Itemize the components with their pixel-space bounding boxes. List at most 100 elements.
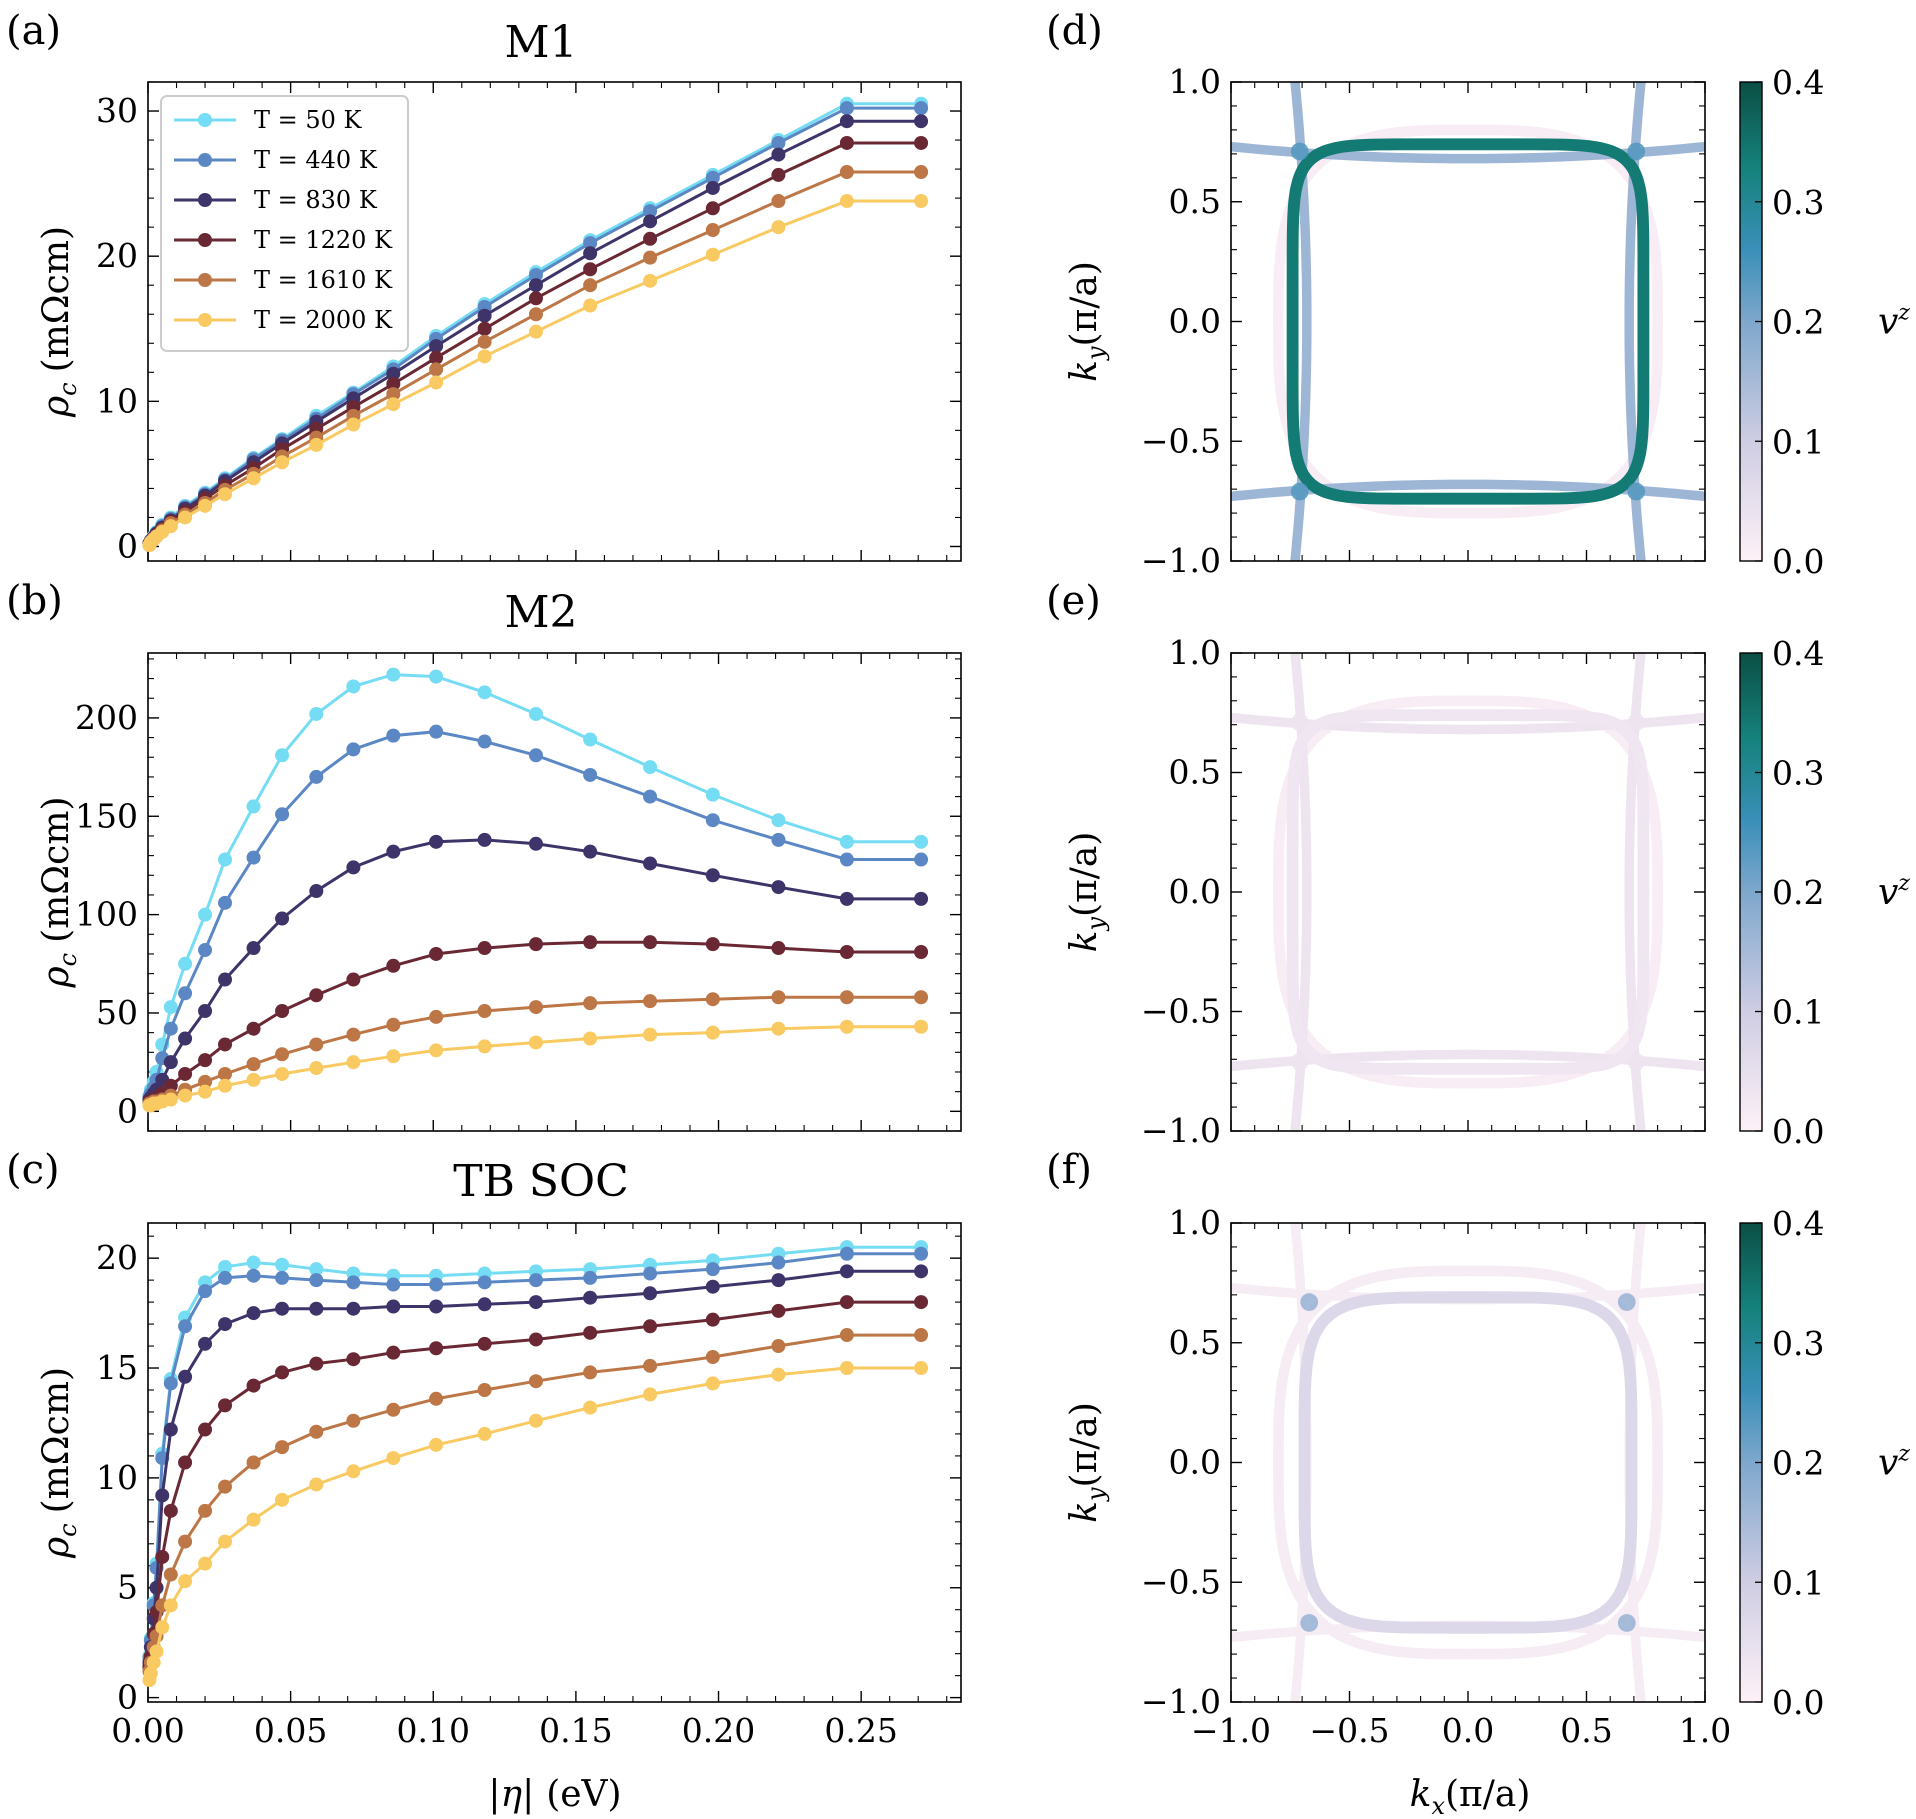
y-tick-label: 20 (96, 236, 138, 275)
data-point (275, 911, 290, 926)
colorbar-label: vz (1878, 301, 1910, 343)
data-point (643, 856, 658, 871)
y-tick-label: 100 (75, 895, 138, 934)
ky-tick-label: −1.0 (1141, 541, 1221, 580)
colorbar-tick-label: 0.1 (1772, 1563, 1824, 1602)
data-point (583, 844, 598, 859)
legend-entry: T = 830 K (254, 186, 378, 214)
data-point (528, 1295, 543, 1310)
data-point (705, 1350, 720, 1365)
data-point (643, 1358, 658, 1373)
ky-tick-label: 1.0 (1169, 62, 1221, 101)
ky-tick-label: 1.0 (1169, 1203, 1221, 1242)
colorbar-tick-label: 0.2 (1772, 303, 1824, 342)
data-point (528, 1000, 543, 1015)
band-crossing-spot (1627, 713, 1646, 732)
data-point (386, 376, 401, 391)
data-point (643, 250, 658, 265)
data-point (155, 1549, 170, 1564)
data-point (146, 1655, 161, 1670)
legend-entry: T = 1610 K (254, 266, 393, 294)
data-point (155, 1620, 170, 1635)
data-point (528, 1374, 543, 1389)
ky-tick-label: −1.0 (1141, 1682, 1221, 1721)
data-point (914, 944, 929, 959)
kx-tick-label: 0.0 (1442, 1711, 1494, 1750)
ky-axis-label: ky(π/a) (1064, 1402, 1110, 1523)
data-point (839, 1246, 854, 1261)
plot-frame (147, 81, 962, 562)
data-point (771, 147, 786, 162)
kx-axis-label-main: k (1410, 1774, 1432, 1815)
ky-axis-label: ky(π/a) (1064, 832, 1110, 953)
data-point (839, 135, 854, 150)
panel-e-fermi-surface: (e) −1.0 −0.5 0.0 0.5 1.0 ky(π/a) 0.0 0.1 0.2 0.3… (1046, 578, 1910, 1151)
data-point (275, 1301, 290, 1316)
data-point (705, 223, 720, 238)
data-point (163, 1078, 178, 1093)
colorbar-label: vz (1878, 1442, 1910, 1484)
data-point (914, 1264, 929, 1279)
data-point (163, 1422, 178, 1437)
colorbar-tick-label: 0.0 (1772, 1112, 1824, 1151)
band-crossing-spot (1290, 1052, 1309, 1071)
data-point (643, 204, 658, 219)
y-tick-label: 50 (96, 993, 138, 1032)
data-point (583, 1365, 598, 1380)
kx-tick-label: 0.5 (1560, 1711, 1612, 1750)
ky-tick-label: 0.0 (1169, 872, 1221, 911)
x-tick-label: 0.10 (397, 1711, 470, 1750)
colorbar-label-main: v (1878, 302, 1898, 343)
y-tick-label: 10 (96, 1458, 138, 1497)
data-point (583, 1031, 598, 1046)
data-point (771, 1303, 786, 1318)
data-point (528, 937, 543, 952)
data-point (914, 834, 929, 849)
data-point (386, 728, 401, 743)
data-point (163, 1598, 178, 1613)
data-point (198, 907, 213, 922)
data-point (246, 1306, 261, 1321)
data-point (386, 397, 401, 412)
data-point (429, 1391, 444, 1406)
data-point (771, 941, 786, 956)
data-point (275, 1492, 290, 1507)
data-point (246, 850, 261, 865)
data-point (839, 101, 854, 116)
data-point (309, 437, 324, 452)
data-point (914, 1295, 929, 1310)
x-tick-label: 0.20 (682, 1711, 755, 1750)
data-point (386, 1402, 401, 1417)
data-point (528, 278, 543, 293)
colorbar-tick-label: 0.1 (1772, 993, 1824, 1032)
data-point (386, 1299, 401, 1314)
data-point (429, 1341, 444, 1356)
data-point (705, 170, 720, 185)
data-point (771, 1255, 786, 1270)
data-point (178, 1369, 193, 1384)
panel-c-resistivity-tb-soc: (c) TB SOC 0.00 0.05 0.10 0.15 0.20 0.25 0 5 10 1… (6, 1147, 962, 1815)
colorbar-tick-label: 0.3 (1772, 183, 1824, 222)
y-tick-label: 5 (117, 1568, 138, 1607)
ky-tick-label: 0.5 (1169, 182, 1221, 221)
colorbar-tick-label: 0.4 (1772, 1204, 1824, 1243)
panel-c-title: TB SOC (453, 1156, 629, 1207)
data-point (163, 1503, 178, 1518)
data-point (705, 201, 720, 216)
data-point (386, 1049, 401, 1064)
data-point (477, 1039, 492, 1054)
legend-swatch-marker (198, 233, 212, 247)
data-point (643, 935, 658, 950)
y-axis-label-symbol: ρ (36, 396, 77, 418)
colorbar: 0.0 0.1 0.2 0.3 0.4 vz (1739, 634, 1910, 1151)
data-point (178, 1066, 193, 1081)
data-point (705, 868, 720, 883)
data-point (309, 1356, 324, 1371)
y-axis-label: ρc (mΩcm) (36, 797, 82, 989)
data-point (583, 298, 598, 313)
data-point (771, 813, 786, 828)
data-point (218, 1534, 233, 1549)
colorbar-label-sup: z (1897, 1442, 1910, 1467)
colorbar-label: vz (1878, 871, 1910, 913)
data-point (914, 101, 929, 116)
